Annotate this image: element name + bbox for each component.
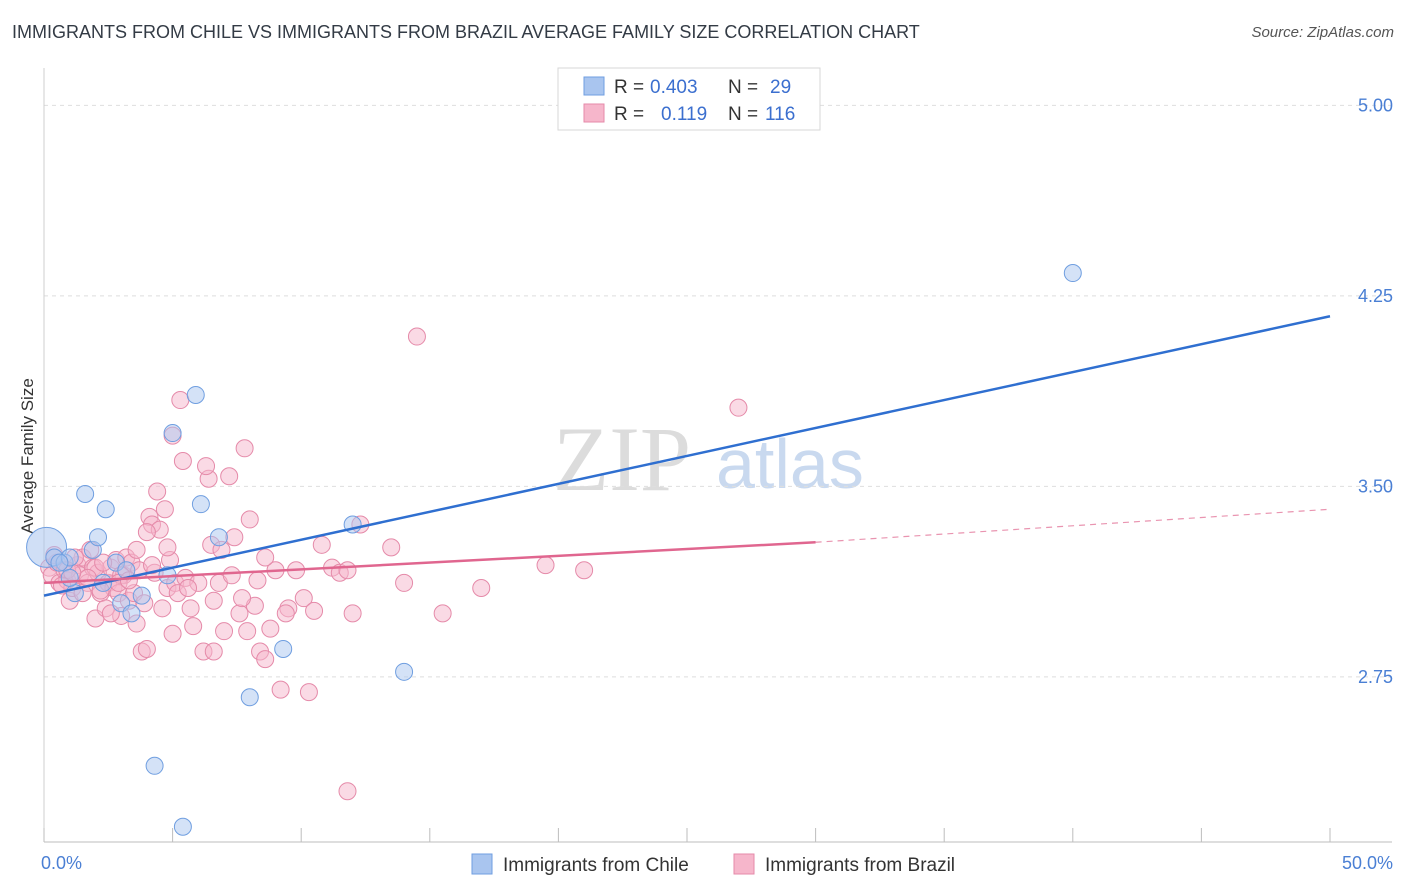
series-legend: Immigrants from Chile Immigrants from Br… <box>471 853 955 876</box>
legend-r-value-chile: 0.403 <box>650 77 698 98</box>
legend-n-value-brazil: 116 <box>765 104 795 125</box>
data-point-chile <box>96 500 115 519</box>
data-point-brazil <box>575 561 594 580</box>
data-point-chile <box>145 756 164 775</box>
trend-line-chile <box>43 314 1331 597</box>
series-legend-swatch-brazil <box>733 853 755 875</box>
data-point-brazil <box>299 683 318 702</box>
data-point-brazil <box>407 327 426 346</box>
data-point-brazil <box>163 624 182 643</box>
trend-lines <box>43 314 1331 597</box>
series-legend-label-brazil: Immigrants from Brazil <box>765 855 955 876</box>
data-point-brazil <box>338 782 357 801</box>
data-point-brazil <box>276 604 295 623</box>
data-point-brazil <box>143 556 162 575</box>
data-point-brazil <box>137 639 156 658</box>
series-legend-swatch-chile <box>471 853 493 875</box>
data-point-brazil <box>158 538 177 557</box>
data-point-brazil <box>181 599 200 618</box>
data-point-brazil <box>173 452 192 470</box>
data-point-brazil <box>222 566 241 585</box>
legend-n-label-chile: N = <box>728 77 758 98</box>
tick-labels: 2.75 3.50 4.25 5.00 0.0% 50.0% <box>41 95 1393 873</box>
data-point-brazil <box>179 579 198 597</box>
y-tick-label: 2.75 <box>1358 667 1393 687</box>
data-point-brazil <box>261 619 280 638</box>
legend-n-label-brazil: N = <box>728 104 758 125</box>
data-point-brazil <box>215 622 234 641</box>
trend-line-brazil <box>43 541 816 585</box>
data-point-brazil <box>256 548 275 567</box>
data-point-chile <box>209 528 228 547</box>
data-point-brazil <box>433 604 452 623</box>
legend-swatch-brazil <box>583 103 605 123</box>
source-label: Source: ZipAtlas.com <box>1251 24 1394 41</box>
correlation-legend: R = 0.403 N = 29 R = 0.119 N = 116 <box>557 67 821 131</box>
data-point-brazil <box>137 523 156 542</box>
x-tick-label-max: 50.0% <box>1342 853 1393 873</box>
data-point-chile <box>163 424 182 443</box>
data-point-brazil <box>536 556 555 575</box>
data-point-brazil <box>127 540 146 559</box>
data-point-brazil <box>155 500 174 519</box>
trend-line-extension-brazil <box>815 508 1331 543</box>
data-point-brazil <box>230 604 249 623</box>
data-point-brazil <box>235 439 254 458</box>
data-point-brazil <box>184 617 203 636</box>
data-point-chile <box>50 553 69 572</box>
data-point-brazil <box>171 391 190 410</box>
data-point-brazil <box>248 571 267 590</box>
watermark: ZIP atlas <box>553 408 864 510</box>
series-legend-label-chile: Immigrants from Chile <box>503 855 689 876</box>
legend-r-label-chile: R = <box>614 77 644 98</box>
data-points <box>26 264 1082 836</box>
y-tick-label: 4.25 <box>1358 286 1393 306</box>
data-point-chile <box>1063 264 1082 283</box>
data-point-brazil <box>204 591 223 610</box>
data-point-chile <box>60 568 79 587</box>
x-tick-label-min: 0.0% <box>41 853 82 873</box>
data-point-chile <box>132 586 151 605</box>
data-point-chile <box>191 495 210 514</box>
data-point-brazil <box>472 579 491 597</box>
chart-title: IMMIGRANTS FROM CHILE VS IMMIGRANTS FROM… <box>12 22 920 42</box>
data-point-brazil <box>256 650 275 669</box>
data-point-brazil <box>148 482 167 501</box>
data-point-chile <box>89 528 108 547</box>
data-point-brazil <box>294 589 313 608</box>
legend-n-value-chile: 29 <box>770 77 791 98</box>
data-point-brazil <box>382 538 401 557</box>
data-point-brazil <box>271 680 290 699</box>
data-point-chile <box>186 385 205 404</box>
watermark-atlas: atlas <box>716 425 864 503</box>
data-point-brazil <box>305 601 324 620</box>
axes <box>43 68 1392 843</box>
data-point-brazil <box>729 398 748 417</box>
data-point-brazil <box>197 457 216 476</box>
data-point-chile <box>395 662 414 681</box>
data-point-brazil <box>225 528 244 547</box>
legend-r-label-brazil: R = <box>614 104 644 125</box>
data-point-brazil <box>395 573 414 592</box>
data-point-brazil <box>204 642 223 661</box>
y-tick-label: 5.00 <box>1358 95 1393 115</box>
data-point-chile <box>173 817 192 836</box>
data-point-brazil <box>338 561 357 580</box>
data-point-chile <box>76 485 95 504</box>
data-point-brazil <box>343 604 362 623</box>
legend-swatch-chile <box>583 76 605 96</box>
data-point-brazil <box>153 599 172 618</box>
data-point-brazil <box>238 622 257 641</box>
data-point-brazil <box>220 467 239 486</box>
data-point-chile <box>240 688 259 707</box>
data-point-brazil <box>240 510 259 529</box>
legend-r-value-brazil: 0.119 <box>661 104 707 125</box>
data-point-brazil <box>312 535 331 554</box>
data-point-chile <box>274 639 293 658</box>
data-point-chile <box>122 604 141 623</box>
y-axis-label: Average Family Size <box>18 378 37 534</box>
y-tick-label: 3.50 <box>1358 476 1393 496</box>
data-point-brazil <box>233 589 252 608</box>
